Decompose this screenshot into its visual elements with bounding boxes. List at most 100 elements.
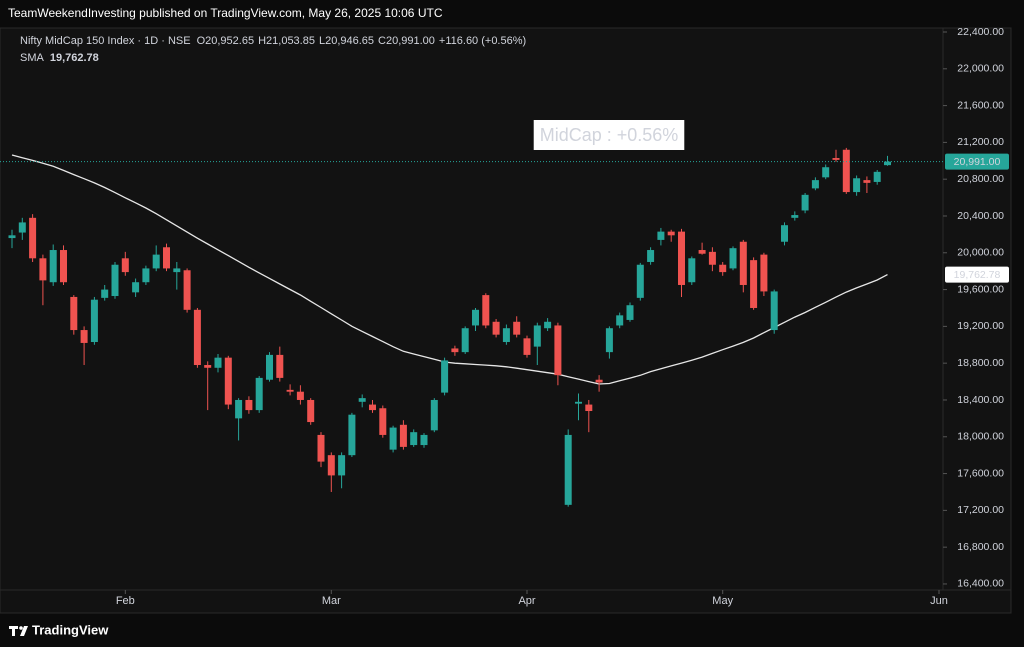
footer-brand: TradingView (32, 622, 109, 637)
candle-body (832, 158, 840, 160)
y-tick-label: 20,400.00 (957, 210, 1004, 222)
candle-body (657, 231, 665, 240)
y-tick-label: 16,400.00 (957, 578, 1004, 590)
candle-body (554, 325, 562, 376)
y-tick-label: 16,800.00 (957, 541, 1004, 553)
candle-body (842, 149, 850, 193)
candle-body (698, 250, 706, 254)
candle-body (430, 399, 438, 431)
candle-body (60, 250, 67, 283)
y-tick-label: 18,800.00 (957, 357, 1004, 369)
legend-change: +116.60 (+0.56%) (439, 35, 526, 47)
y-tick-label: 18,000.00 (957, 431, 1004, 443)
candle-body (801, 194, 809, 211)
candle-body (90, 299, 98, 343)
candle-body (791, 215, 799, 218)
candle-body (163, 247, 170, 269)
candle-body (451, 348, 459, 353)
sma-line (11, 154, 888, 385)
y-tick-label: 22,000.00 (957, 63, 1004, 75)
candle-body (121, 258, 129, 273)
candle-body (266, 354, 273, 380)
candle-body (811, 180, 819, 189)
legend-value: 20,946.65 (325, 35, 374, 47)
tv-logo (9, 626, 28, 636)
candle-body (605, 328, 613, 353)
y-tick-label: 18,400.00 (957, 394, 1004, 406)
sma-legend-value: 19,762.78 (50, 52, 99, 64)
candle-body (667, 231, 675, 236)
candle-body (750, 260, 758, 308)
candle-body (389, 427, 397, 450)
candle-body (482, 295, 490, 326)
chart-frame (0, 27, 1012, 614)
legend: Nifty MidCap 150 Index · 1D · NSE O 20,952… (20, 35, 526, 64)
candle-body (173, 268, 181, 273)
candle-body (523, 338, 531, 355)
annotation-box (533, 120, 685, 150)
candle-body (18, 222, 26, 233)
candle-body (142, 268, 150, 283)
candle-body (369, 404, 376, 411)
legend-title: Nifty MidCap 150 Index · 1D · NSE (20, 35, 191, 47)
sma-tag-label: 19,762.78 (954, 269, 1001, 281)
publish-header: TeamWeekendInvesting published on Tradin… (8, 6, 443, 20)
candle-body (729, 248, 737, 269)
candle-body (441, 360, 449, 393)
candle-body (770, 291, 778, 331)
sma-legend-name: SMA (20, 52, 45, 64)
candle-body (214, 357, 222, 368)
candle-body (111, 264, 119, 297)
legend-key: C (378, 35, 386, 47)
candle-body (379, 408, 387, 435)
candle-body (49, 250, 57, 283)
legend-key: H (258, 35, 266, 47)
candle-body (420, 434, 428, 446)
candle-body (132, 282, 140, 293)
candle-body (533, 325, 541, 347)
y-tick-label: 21,200.00 (957, 136, 1004, 148)
y-tick-label: 20,000.00 (957, 247, 1004, 259)
candle-body (8, 235, 16, 239)
candle-body (863, 180, 871, 183)
candle-body (338, 455, 346, 476)
candle-body (29, 217, 37, 259)
y-tick-label: 20,800.00 (957, 173, 1004, 185)
candle-body (183, 270, 191, 310)
annotation: MidCap : +0.56% (540, 125, 679, 145)
candle-body (101, 289, 109, 298)
candle-body (585, 404, 593, 412)
candle-body (472, 309, 479, 326)
y-tick-label: 17,200.00 (957, 504, 1004, 516)
candle-body (70, 296, 78, 331)
candle-body (616, 315, 624, 326)
candle-body (688, 258, 696, 283)
legend-value: 20,952.65 (205, 35, 254, 47)
last-price-label: 20,991.00 (954, 156, 1001, 168)
y-tick-label: 21,600.00 (957, 99, 1004, 111)
candle-body (224, 357, 232, 405)
candle-body (781, 225, 788, 242)
sma-tag (945, 266, 1009, 283)
candle-body (626, 305, 634, 320)
candle-body (327, 455, 335, 476)
candle-body (80, 330, 88, 343)
y-tick-label: 19,200.00 (957, 320, 1004, 332)
legend-value: 20,991.00 (386, 35, 435, 47)
candle-body (853, 178, 861, 193)
candle-body (255, 377, 263, 411)
candle-body (39, 258, 47, 281)
candle-body (564, 434, 572, 505)
x-tick-label: Apr (518, 595, 535, 607)
candle-body (647, 250, 655, 262)
candle-body (410, 432, 418, 446)
x-tick-label: Feb (116, 595, 135, 607)
candle-body (296, 391, 304, 400)
candle-body (492, 321, 500, 335)
candle-body (286, 389, 294, 392)
candle-body (595, 379, 603, 383)
candle-body (873, 171, 881, 182)
x-tick-label: May (712, 595, 733, 607)
candle-body (276, 354, 284, 378)
